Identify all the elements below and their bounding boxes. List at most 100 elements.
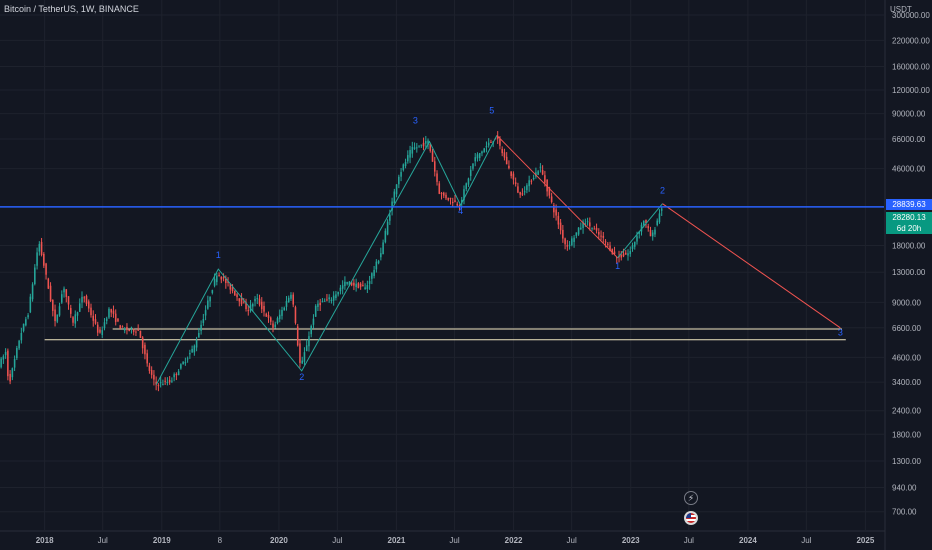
candles xyxy=(0,131,663,392)
candle-body xyxy=(139,330,142,338)
candle-body xyxy=(532,177,535,180)
candle-body xyxy=(620,255,623,258)
candle-body xyxy=(371,273,373,279)
y-tick-label: 160000.00 xyxy=(892,62,930,71)
candle-body xyxy=(269,317,272,322)
candle-body xyxy=(0,358,2,368)
candle-body xyxy=(301,360,303,364)
candle-body xyxy=(61,294,63,303)
candle-body xyxy=(559,222,562,231)
interval-label[interactable]: 1W xyxy=(80,4,94,14)
candle-body xyxy=(584,223,587,225)
x-tick-label: 2018 xyxy=(36,536,54,545)
candle-body xyxy=(604,241,607,243)
candle-body xyxy=(566,245,569,247)
candle-body xyxy=(332,295,335,301)
candle-body xyxy=(263,305,265,312)
candle-body xyxy=(499,139,501,146)
candle-body xyxy=(589,222,591,227)
candle-body xyxy=(368,281,371,284)
candle-body xyxy=(517,186,519,193)
candle-body xyxy=(615,257,618,259)
candle-body xyxy=(481,151,483,154)
candle-body xyxy=(328,297,330,300)
candle-body xyxy=(404,162,407,166)
wave-label: 3 xyxy=(838,328,843,338)
candle-body xyxy=(321,301,324,303)
y-tick-label: 3400.00 xyxy=(892,378,921,387)
candle-body xyxy=(123,328,126,331)
candle-body xyxy=(245,302,247,310)
candle-body xyxy=(114,313,117,322)
candle-body xyxy=(485,145,488,148)
candle-body xyxy=(195,340,198,348)
candle-body xyxy=(173,374,175,378)
wave-label: 1 xyxy=(216,250,221,260)
candle-body xyxy=(94,319,97,324)
candle-body xyxy=(193,345,196,353)
candle-body xyxy=(103,322,106,329)
candle-body xyxy=(622,253,625,257)
candle-body xyxy=(348,281,351,286)
candle-body xyxy=(90,307,92,316)
candle-body xyxy=(274,324,277,328)
candle-body xyxy=(240,297,243,305)
candle-body xyxy=(38,243,41,252)
x-tick-label: Jul xyxy=(801,536,811,545)
y-tick-label: 13000.00 xyxy=(892,268,926,277)
candle-body xyxy=(168,379,171,383)
candle-body xyxy=(400,172,402,177)
candle-body xyxy=(27,315,29,318)
candle-body xyxy=(112,310,115,314)
candle-body xyxy=(440,193,443,195)
candle-body xyxy=(243,302,245,304)
candle-body xyxy=(649,230,652,237)
candle-body xyxy=(613,251,616,255)
candle-body xyxy=(658,213,661,223)
wave-line xyxy=(496,135,618,259)
candle-body xyxy=(562,229,564,239)
candle-body xyxy=(418,145,420,147)
candle-body xyxy=(128,329,130,331)
candle-body xyxy=(299,343,301,363)
candle-body xyxy=(117,318,119,322)
candle-body xyxy=(595,227,598,231)
candle-body xyxy=(398,176,400,185)
candle-body xyxy=(36,252,38,266)
candle-body xyxy=(166,382,169,384)
candle-body xyxy=(422,142,425,147)
candle-body xyxy=(537,171,539,175)
lightning-icon[interactable]: ⚡ xyxy=(684,491,698,505)
candle-body xyxy=(456,203,459,206)
us-flag-icon[interactable] xyxy=(684,511,698,525)
candle-body xyxy=(209,296,211,302)
candle-body xyxy=(409,149,411,158)
candle-body xyxy=(83,297,86,299)
candle-body xyxy=(132,329,135,332)
candle-body xyxy=(319,302,321,306)
y-tick-label: 6600.00 xyxy=(892,324,921,333)
candle-body xyxy=(220,276,223,280)
candle-body xyxy=(191,348,193,353)
wave-line xyxy=(662,203,841,329)
candle-body xyxy=(22,323,25,331)
x-tick-label: 2024 xyxy=(739,536,757,545)
candle-body xyxy=(202,319,205,323)
candle-body xyxy=(645,220,647,224)
y-axis-ticks[interactable]: 300000.00 220000.00 160000.00 120000.00 9000… xyxy=(892,11,930,517)
candle-body xyxy=(137,329,139,331)
wave-line xyxy=(617,203,663,259)
x-tick-label: Jul xyxy=(332,536,342,545)
candle-body xyxy=(126,326,128,330)
candle-body xyxy=(375,261,378,270)
candle-body xyxy=(153,374,155,380)
y-tick-label: 220000.00 xyxy=(892,36,930,45)
candle-body xyxy=(640,224,643,232)
x-axis-ticks[interactable]: 2018 Jul 2019 8 2020 Jul 2021 Jul 2022 Jul 2023 Jul… xyxy=(36,536,875,545)
candle-body xyxy=(182,362,184,365)
candle-body xyxy=(177,371,180,376)
candle-body xyxy=(505,156,508,165)
symbol-name[interactable]: Bitcoin / TetherUS xyxy=(4,4,76,14)
candle-body xyxy=(341,285,344,289)
